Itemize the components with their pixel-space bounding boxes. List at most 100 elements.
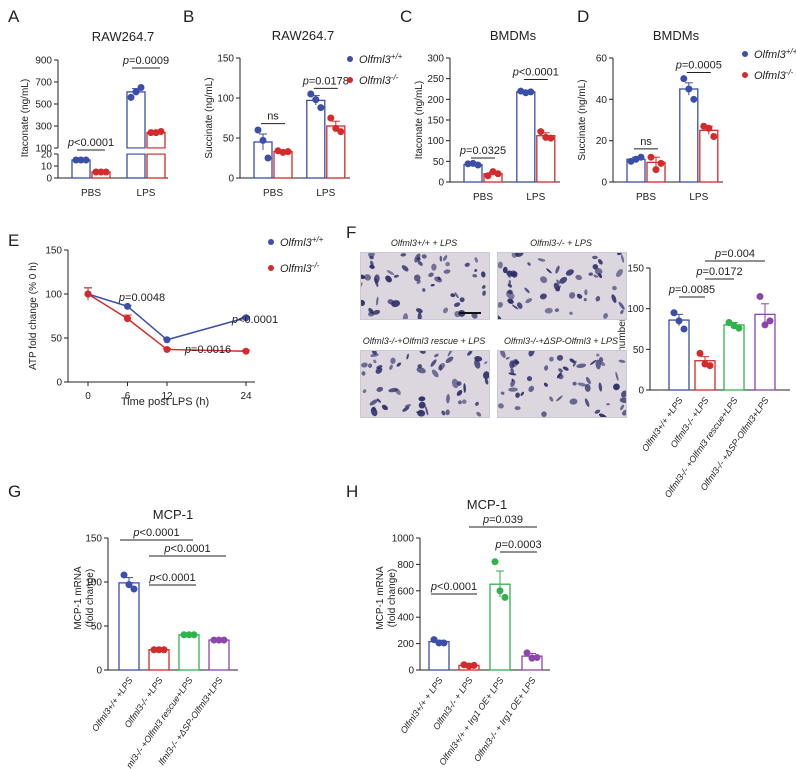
stained-cell xyxy=(555,265,560,274)
stained-cell xyxy=(499,351,506,358)
stained-cell xyxy=(558,374,564,380)
stained-cell xyxy=(364,274,372,281)
panel-H-y-tick-label: 800 xyxy=(397,560,414,571)
panel-G-ylabel-unit: (fold change) xyxy=(85,569,96,627)
stained-cell xyxy=(569,292,576,299)
stained-cell xyxy=(442,255,448,261)
panel-E-point xyxy=(124,302,131,310)
transwell-micrograph xyxy=(360,252,490,320)
stained-cell xyxy=(511,304,519,310)
panel-A-point xyxy=(157,128,165,135)
panel-E-xlabel: Time post LPS (h) xyxy=(121,396,209,408)
stained-cell xyxy=(544,307,553,314)
panel-D-point xyxy=(657,159,665,167)
panel-H-point xyxy=(533,653,541,661)
stained-cell xyxy=(513,359,518,364)
stained-cell xyxy=(437,276,441,281)
panel-E-series-line xyxy=(87,293,247,352)
stained-cell xyxy=(611,294,617,303)
stained-cell xyxy=(362,389,367,394)
stained-cell xyxy=(621,390,626,398)
panel-D-annotation-label: p=0.0005 xyxy=(675,59,722,71)
panel-E-point xyxy=(242,347,250,355)
legend-D-wt-label: Olfml3+/+ xyxy=(754,47,796,62)
stained-cell xyxy=(498,261,503,269)
stained-cell xyxy=(613,383,620,391)
panel-H-ylabel-unit: (fold change) xyxy=(387,569,398,627)
stained-cell xyxy=(598,413,607,417)
panel-G-y-tick-label: 150 xyxy=(85,534,102,545)
stained-cell xyxy=(450,293,456,298)
stained-cell xyxy=(381,404,388,411)
panel-letter-A: A xyxy=(8,7,20,26)
panel-A-y-tick-label: 700 xyxy=(35,78,52,89)
legend-E-ko-label: Olfml3-/- xyxy=(280,261,320,276)
stained-cell xyxy=(619,397,626,404)
stained-cell xyxy=(416,308,423,314)
stained-cell xyxy=(592,264,599,270)
stained-cell xyxy=(467,351,473,356)
panel-D-point xyxy=(690,95,698,103)
stained-cell xyxy=(594,409,601,414)
panel-D-point xyxy=(637,153,645,161)
stained-cell xyxy=(572,360,577,367)
panel-G-title: MCP-1 xyxy=(153,507,193,522)
stained-cell xyxy=(370,353,379,357)
panel-B-x-tick-label: PBS xyxy=(263,188,283,199)
stained-cell xyxy=(595,295,601,302)
panel-H-annotation-label: p=0.039 xyxy=(482,514,523,526)
stained-cell xyxy=(507,274,512,278)
stained-cell xyxy=(361,299,365,306)
stained-cell xyxy=(464,262,470,267)
panel-C-annotation-label: p<0.0001 xyxy=(512,66,559,78)
panel-F-ylabel: Cell number / fields xyxy=(617,286,628,372)
panel-F-point xyxy=(761,321,769,329)
stained-cell xyxy=(584,289,588,296)
stained-cell xyxy=(386,270,395,275)
panel-D-point xyxy=(705,124,713,132)
panel-A-axis-break xyxy=(146,148,166,154)
legend-E-wt-label: Olfml3+/+ xyxy=(280,235,324,250)
legend-E-ko-marker xyxy=(268,265,274,271)
panel-D-x-tick-label: LPS xyxy=(689,192,708,203)
transwell-micrograph xyxy=(360,350,490,418)
panel-E-point xyxy=(242,314,250,322)
stained-cell xyxy=(418,401,426,409)
panel-A-y-tick-label: 900 xyxy=(35,56,52,67)
stained-cell xyxy=(506,290,515,300)
stained-cell xyxy=(559,276,568,284)
stained-cell xyxy=(402,313,408,319)
stained-cell xyxy=(428,272,434,278)
stained-cell xyxy=(375,367,383,374)
stained-cell xyxy=(376,386,384,392)
panel-D-point xyxy=(652,166,660,174)
panel-A-bar-lower xyxy=(126,153,146,179)
panel-H-x-tick-label: Olfml3-/- + Irg1 OE+ LPS xyxy=(472,675,538,763)
stained-cell xyxy=(617,253,623,256)
stained-cell xyxy=(396,362,402,367)
stained-cell xyxy=(369,264,375,269)
legend-B-wt-marker xyxy=(347,56,353,62)
stained-cell xyxy=(434,353,439,358)
stained-cell xyxy=(443,307,449,314)
micrograph-texture xyxy=(361,351,489,417)
panel-G-point xyxy=(190,631,198,639)
stained-cell xyxy=(514,406,521,411)
stained-cell xyxy=(361,274,366,279)
panel-H-title: MCP-1 xyxy=(467,497,507,512)
panel-B-title: RAW264.7 xyxy=(272,28,334,43)
stained-cell xyxy=(373,359,377,364)
stained-cell xyxy=(583,298,587,302)
panel-C-y-tick-label: 50 xyxy=(433,157,445,168)
stained-cell xyxy=(431,369,439,378)
stained-cell xyxy=(454,292,459,299)
stained-cell xyxy=(376,398,381,403)
panel-D-ylabel: Succinate (ng/mL) xyxy=(577,79,588,160)
panel-B-ylabel: Succinate (ng/mL) xyxy=(204,77,215,158)
stained-cell xyxy=(598,259,603,265)
micrograph-title: Olfml3-/-+Olfml3 rescue + LPS xyxy=(363,336,486,346)
panel-F-point xyxy=(675,317,683,325)
stained-cell xyxy=(524,287,530,294)
panel-B-point xyxy=(284,148,292,156)
stained-cell xyxy=(595,359,601,370)
